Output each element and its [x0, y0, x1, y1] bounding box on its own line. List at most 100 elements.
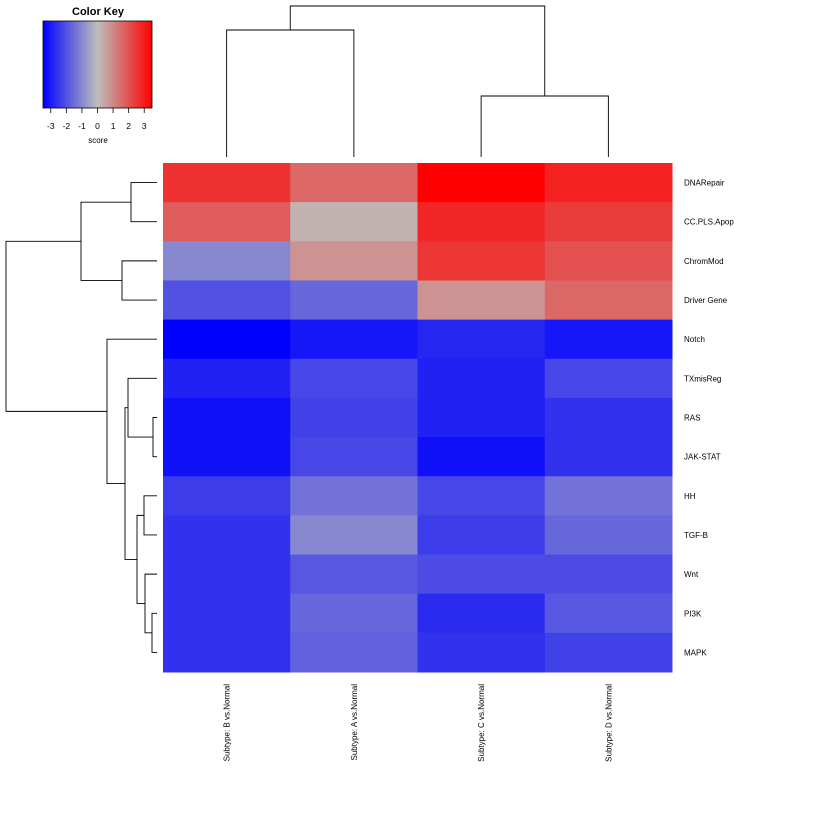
heatmap-cell [544, 163, 673, 203]
heatmap-cell [417, 202, 546, 242]
heatmap-cell [417, 593, 546, 634]
heatmap-cell [417, 163, 546, 203]
heatmap-cell [163, 515, 291, 556]
heatmap-cell [163, 319, 291, 360]
heatmap-cell [163, 397, 291, 438]
heatmap-cell [544, 202, 673, 242]
heatmap-cell [163, 476, 291, 516]
heatmap-cell [290, 515, 418, 556]
heatmap-cell [290, 554, 418, 595]
heatmap-cell [290, 241, 418, 281]
heatmap-cell [290, 163, 418, 203]
heatmap-cell [163, 163, 291, 203]
dendrogram-branch [480, 95, 609, 157]
dendrogram-branch [130, 182, 157, 223]
row-label: Wnt [684, 570, 699, 579]
heatmap-cell [290, 319, 418, 360]
column-label: Subtype: B vs.Normal [223, 684, 232, 762]
column-dendrogram [226, 5, 609, 157]
heatmap-cell [290, 397, 418, 438]
heatmap-cells [163, 163, 673, 673]
color-key: Color Key -3 -2 -1 0 1 2 3 score [42, 6, 153, 145]
heatmap-cell [290, 202, 418, 242]
heatmap-cell [544, 280, 673, 321]
heatmap-cell [544, 554, 673, 595]
row-label: Driver Gene [684, 296, 728, 305]
row-label: HH [684, 492, 696, 501]
row-label: TGF-B [684, 531, 708, 540]
color-key-tick-label: 0 [95, 121, 100, 131]
dendrogram-branch [226, 29, 355, 157]
column-label: Subtype: D vs.Normal [604, 684, 613, 762]
dendrogram-branch [5, 240, 107, 412]
heatmap-cell [544, 358, 673, 399]
heatmap-cell [163, 554, 291, 595]
row-label: CC.PLS.Apop [684, 218, 734, 227]
heatmap-cell [290, 632, 418, 673]
dendrogram-branch [144, 573, 157, 634]
dendrogram-branch [289, 5, 546, 96]
heatmap-cell [417, 319, 546, 360]
heatmap-cell [544, 632, 673, 673]
row-label: JAK-STAT [684, 453, 721, 462]
dendrogram-branch [124, 407, 137, 560]
dendrogram-branch [151, 612, 157, 653]
heatmap-cell [544, 476, 673, 516]
heatmap-cell [544, 397, 673, 438]
heatmap-cell [163, 241, 291, 281]
dendrogram-branch [143, 495, 157, 536]
color-key-tick-label: -2 [63, 121, 71, 131]
color-key-gradient [42, 20, 153, 109]
heatmap-cell [417, 397, 546, 438]
heatmap-cell [417, 554, 546, 595]
heatmap-cell [163, 437, 291, 477]
row-labels: DNARepair CC.PLS.Apop ChromMod Driver Gene N… [684, 179, 734, 658]
heatmap-cell [163, 632, 291, 673]
row-label: TXmisReg [684, 374, 721, 383]
heatmap-cell [290, 437, 418, 477]
heatmap-cell [163, 202, 291, 242]
row-label: ChromMod [684, 257, 724, 266]
column-label: Subtype: C vs.Normal [477, 684, 486, 762]
color-key-xlabel: score [88, 136, 108, 145]
dendrogram-branch [80, 201, 131, 281]
heatmap-cell [544, 593, 673, 634]
heatmap-cell [544, 515, 673, 556]
heatmap-cell [417, 280, 546, 321]
heatmap-cell [544, 241, 673, 281]
heatmap-cell [290, 358, 418, 399]
heatmap-cell [290, 593, 418, 634]
row-label: MAPK [684, 648, 707, 657]
heatmap-cell [417, 358, 546, 399]
dendrogram-branch [121, 260, 157, 301]
color-key-tick-label: -3 [47, 121, 55, 131]
heatmap-cell [544, 319, 673, 360]
heatmap-cell [290, 280, 418, 321]
heatmap-cell [417, 632, 546, 673]
color-key-tick-label: 1 [111, 121, 116, 131]
heatmap-cell [163, 593, 291, 634]
heatmap-cell [417, 476, 546, 516]
dendrogram-branch [152, 417, 157, 458]
row-label: PI3K [684, 609, 702, 618]
heatmap-cell [417, 437, 546, 477]
color-key-tick-label: 3 [142, 121, 147, 131]
row-dendrogram [5, 182, 157, 653]
heatmap-cell [290, 476, 418, 516]
column-labels: Subtype: B vs.Normal Subtype: A vs.Normal… [223, 684, 614, 762]
color-key-tick-label: -1 [78, 121, 86, 131]
color-key-title: Color Key [72, 6, 125, 18]
heatmap-cell [163, 280, 291, 321]
row-label: Notch [684, 335, 705, 344]
color-key-tick-label: 2 [126, 121, 131, 131]
column-label: Subtype: A vs.Normal [350, 684, 359, 761]
heatmap-cell [544, 437, 673, 477]
color-key-axis: -3 -2 -1 0 1 2 3 [47, 108, 147, 131]
dendrogram-branch [106, 338, 157, 485]
row-label: DNARepair [684, 179, 725, 188]
row-label: RAS [684, 414, 700, 423]
heatmap-cell [417, 241, 546, 281]
heatmap-cell [417, 515, 546, 556]
heatmap-cell [163, 358, 291, 399]
